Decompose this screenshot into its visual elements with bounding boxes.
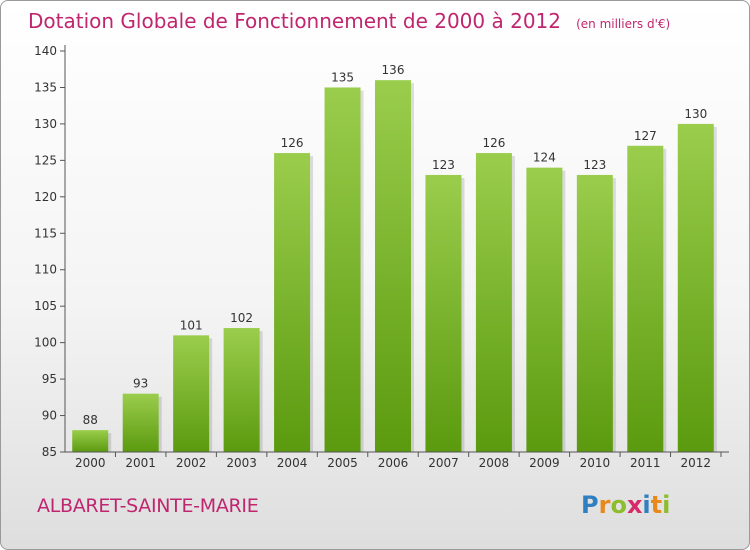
y-tick-label: 125: [34, 153, 57, 167]
x-tick-label: 2006: [378, 456, 409, 470]
bar: [173, 335, 210, 452]
bar-value-label: 126: [281, 136, 304, 150]
bar: [122, 393, 159, 452]
bar-value-label: 123: [583, 158, 606, 172]
bar: [425, 174, 462, 453]
bar-value-label: 127: [634, 129, 657, 143]
logo-letter: x: [626, 491, 643, 519]
x-tick-label: 2008: [479, 456, 510, 470]
y-tick-label: 135: [34, 80, 57, 94]
logo-letter: i: [662, 491, 671, 519]
y-tick-label: 120: [34, 190, 57, 204]
logo-letter: i: [642, 491, 651, 519]
y-tick-label: 90: [42, 409, 57, 423]
chart-title: Dotation Globale de Fonctionnement de 20…: [28, 9, 670, 33]
bar: [526, 167, 563, 452]
bar-value-label: 124: [533, 151, 556, 165]
y-tick-label: 100: [34, 336, 57, 350]
proxiti-logo: Proxiti: [581, 491, 670, 519]
bar: [375, 80, 411, 452]
commune-name: ALBARET-SAINTE-MARIE: [37, 495, 259, 517]
bar: [627, 145, 664, 453]
x-tick-label: 2011: [630, 456, 661, 470]
bar-value-label: 130: [684, 107, 707, 121]
logo-letter: r: [598, 491, 611, 519]
x-tick-label: 2010: [580, 456, 611, 470]
x-tick-label: 2001: [125, 456, 156, 470]
bar: [223, 328, 260, 452]
x-tick-label: 2003: [226, 456, 257, 470]
unit-text: (en milliers d'€): [576, 17, 671, 31]
bar-value-label: 136: [382, 63, 405, 77]
y-tick-label: 115: [34, 226, 57, 240]
bar-value-label: 102: [230, 311, 253, 325]
y-tick-label: 105: [34, 299, 57, 313]
bar: [677, 123, 714, 452]
axes-group: 85 90 95 100 105 110 115 120 125 130 135 140: [34, 44, 729, 459]
bar: [324, 87, 361, 453]
x-tick-label: 2007: [428, 456, 459, 470]
x-tick-label: 2012: [680, 456, 711, 470]
bar: [72, 430, 109, 452]
logo-letter: P: [581, 491, 599, 519]
bar-value-label: 101: [180, 318, 203, 332]
y-tick-label: 95: [42, 372, 57, 386]
y-tick-label: 110: [34, 263, 57, 277]
bar-value-label: 126: [482, 136, 505, 150]
title-text: Dotation Globale de Fonctionnement de 20…: [28, 9, 561, 33]
bar-value-label: 88: [83, 413, 98, 427]
logo-letter: o: [610, 491, 627, 519]
y-tick-label: 130: [34, 117, 57, 131]
x-tick-label: 2005: [327, 456, 358, 470]
bars-group: [72, 80, 714, 453]
bar: [274, 153, 311, 452]
x-tick-label: 2000: [75, 456, 106, 470]
y-tick-label: 140: [34, 44, 57, 58]
x-tick-label: 2002: [176, 456, 207, 470]
x-tick-label: 2004: [277, 456, 308, 470]
bar-value-label: 135: [331, 70, 354, 84]
y-tick-label: 85: [42, 445, 57, 459]
bar-value-label: 93: [133, 377, 148, 391]
bar: [475, 153, 512, 452]
labels-group: 2000 88 2001 93 2002 101 2003 102 2004 126 2005 135…: [75, 63, 711, 470]
logo-letter: t: [650, 491, 663, 519]
bar: [576, 174, 613, 453]
x-tick-label: 2009: [529, 456, 560, 470]
bar-value-label: 123: [432, 158, 455, 172]
